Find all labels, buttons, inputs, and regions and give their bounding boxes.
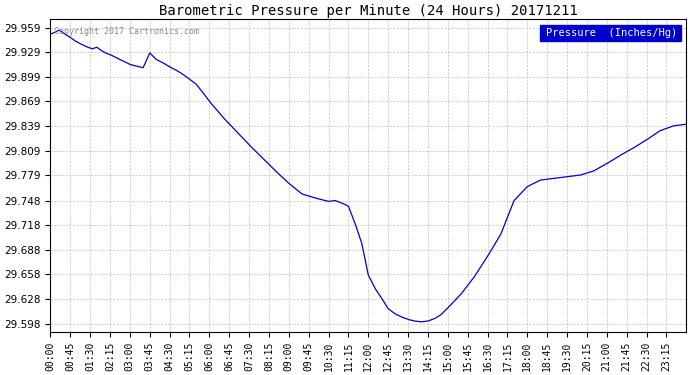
Title: Barometric Pressure per Minute (24 Hours) 20171211: Barometric Pressure per Minute (24 Hours… xyxy=(159,4,578,18)
Text: Copyright 2017 Cartronics.com: Copyright 2017 Cartronics.com xyxy=(54,27,199,36)
Legend: Pressure  (Inches/Hg): Pressure (Inches/Hg) xyxy=(540,24,680,41)
